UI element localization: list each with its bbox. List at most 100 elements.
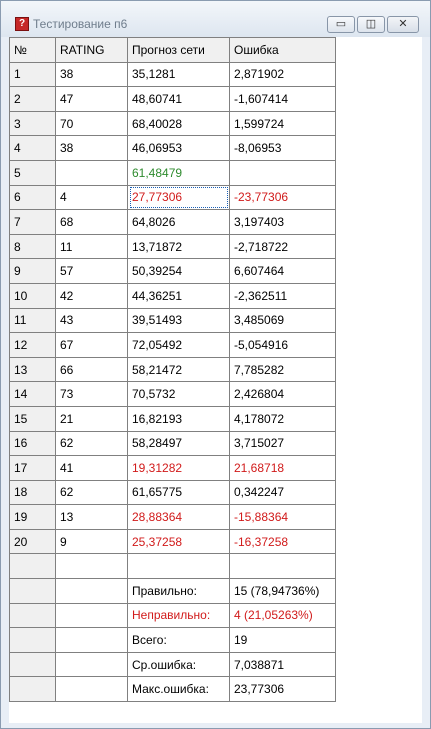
error-cell[interactable]: 2,426804 (229, 381, 336, 407)
table-row[interactable]: 3 70 68,40028 1,599724 (9, 110, 336, 137)
row-number[interactable] (9, 651, 56, 678)
table-row[interactable]: 17 41 19,31282 21,68718 (9, 455, 336, 481)
forecast-cell[interactable]: 68,40028 (127, 110, 230, 137)
error-cell[interactable]: -23,77306 (229, 184, 336, 211)
error-cell[interactable]: -8,06953 (229, 135, 336, 161)
error-cell[interactable] (229, 553, 336, 580)
rating-cell[interactable]: 38 (55, 135, 128, 161)
rating-cell[interactable]: 62 (55, 430, 128, 457)
table-row[interactable]: 19 13 28,88364 -15,88364 (9, 504, 336, 530)
rating-cell[interactable]: 66 (55, 356, 128, 383)
results-grid[interactable]: № RATING Прогноз сети Ошибка 1 38 35,1281 2… (9, 37, 336, 703)
error-cell[interactable]: 3,715027 (229, 430, 336, 457)
row-number[interactable]: 6 (9, 184, 56, 211)
forecast-cell[interactable]: 19,31282 (127, 455, 230, 481)
rating-cell[interactable]: 9 (55, 528, 128, 555)
rating-cell[interactable]: 70 (55, 110, 128, 137)
column-header-forecast[interactable]: Прогноз сети (127, 37, 230, 63)
row-number[interactable]: 9 (9, 258, 56, 284)
forecast-cell[interactable]: 13,71872 (127, 233, 230, 260)
error-cell[interactable]: 3,485069 (229, 307, 336, 334)
rating-cell[interactable]: 67 (55, 332, 128, 358)
row-number[interactable] (9, 602, 56, 629)
row-number[interactable]: 3 (9, 110, 56, 137)
maximize-button[interactable]: ◫ (357, 16, 385, 33)
rating-cell[interactable]: 68 (55, 209, 128, 235)
rating-cell[interactable]: 42 (55, 282, 128, 309)
rating-cell[interactable]: 57 (55, 258, 128, 284)
rating-cell[interactable]: 43 (55, 307, 128, 334)
row-number[interactable]: 13 (9, 356, 56, 383)
row-number[interactable]: 4 (9, 135, 56, 161)
row-number[interactable]: 11 (9, 307, 56, 334)
rating-cell[interactable] (55, 676, 128, 703)
error-cell[interactable]: -16,37258 (229, 528, 336, 555)
row-number[interactable]: 10 (9, 282, 56, 309)
column-header-rating[interactable]: RATING (55, 37, 128, 63)
row-number[interactable]: 18 (9, 479, 56, 506)
summary-row[interactable]: Всего: 19 (9, 627, 336, 653)
table-row[interactable]: 12 67 72,05492 -5,054916 (9, 332, 336, 358)
row-number[interactable] (9, 578, 56, 604)
forecast-cell[interactable]: 70,5732 (127, 381, 230, 407)
table-row[interactable]: 18 62 61,65775 0,342247 (9, 479, 336, 506)
error-cell[interactable]: 3,197403 (229, 209, 336, 235)
row-number[interactable] (9, 553, 56, 580)
summary-row[interactable]: Макс.ошибка: 23,77306 (9, 676, 336, 703)
minimize-button[interactable]: ▭ (327, 16, 355, 33)
row-number[interactable]: 19 (9, 504, 56, 530)
error-cell[interactable]: 4,178072 (229, 405, 336, 432)
table-row[interactable]: 14 73 70,5732 2,426804 (9, 381, 336, 407)
rating-cell[interactable] (55, 553, 128, 580)
rating-cell[interactable]: 73 (55, 381, 128, 407)
forecast-cell[interactable]: 44,36251 (127, 282, 230, 309)
column-header-error[interactable]: Ошибка (229, 37, 336, 63)
table-row[interactable]: 1 38 35,1281 2,871902 (9, 61, 336, 88)
error-cell[interactable] (229, 159, 336, 186)
forecast-cell[interactable]: 50,39254 (127, 258, 230, 284)
forecast-cell[interactable]: 58,28497 (127, 430, 230, 457)
table-row[interactable]: 20 9 25,37258 -16,37258 (9, 528, 336, 555)
error-cell[interactable]: 21,68718 (229, 455, 336, 481)
error-cell[interactable]: 0,342247 (229, 479, 336, 506)
row-number[interactable]: 17 (9, 455, 56, 481)
rating-cell[interactable] (55, 578, 128, 604)
error-cell[interactable]: 2,871902 (229, 61, 336, 88)
row-number[interactable]: 16 (9, 430, 56, 457)
table-row[interactable]: 15 21 16,82193 4,178072 (9, 405, 336, 432)
error-cell[interactable]: -2,718722 (229, 233, 336, 260)
rating-cell[interactable]: 38 (55, 61, 128, 88)
rating-cell[interactable] (55, 627, 128, 653)
close-button[interactable]: ✕ (387, 16, 419, 33)
error-cell[interactable]: 7,785282 (229, 356, 336, 383)
table-row[interactable]: 7 68 64,8026 3,197403 (9, 209, 336, 235)
row-number[interactable]: 14 (9, 381, 56, 407)
rating-cell[interactable]: 4 (55, 184, 128, 211)
table-row[interactable]: 5 61,48479 (9, 159, 336, 186)
error-cell[interactable]: 1,599724 (229, 110, 336, 137)
table-row[interactable]: 2 47 48,60741 -1,607414 (9, 86, 336, 112)
forecast-cell[interactable]: 58,21472 (127, 356, 230, 383)
rating-cell[interactable] (55, 651, 128, 678)
table-row[interactable]: 13 66 58,21472 7,785282 (9, 356, 336, 383)
table-row[interactable]: 8 11 13,71872 -2,718722 (9, 233, 336, 260)
forecast-cell[interactable]: 35,1281 (127, 61, 230, 88)
row-number[interactable]: 7 (9, 209, 56, 235)
forecast-cell[interactable]: 16,82193 (127, 405, 230, 432)
rating-cell[interactable]: 21 (55, 405, 128, 432)
table-row[interactable]: 16 62 58,28497 3,715027 (9, 430, 336, 457)
summary-row[interactable]: Правильно: 15 (78,94736%) (9, 578, 336, 604)
error-cell[interactable]: -1,607414 (229, 86, 336, 112)
forecast-cell[interactable]: 27,77306 (127, 184, 230, 211)
row-number[interactable]: 15 (9, 405, 56, 432)
forecast-cell[interactable]: 39,51493 (127, 307, 230, 334)
error-cell[interactable]: 6,607464 (229, 258, 336, 284)
forecast-cell[interactable]: 61,65775 (127, 479, 230, 506)
table-row[interactable]: 9 57 50,39254 6,607464 (9, 258, 336, 284)
row-number[interactable]: 12 (9, 332, 56, 358)
rating-cell[interactable]: 41 (55, 455, 128, 481)
column-header-number[interactable]: № (9, 37, 56, 63)
rating-cell[interactable]: 47 (55, 86, 128, 112)
row-number[interactable] (9, 627, 56, 653)
error-cell[interactable]: -15,88364 (229, 504, 336, 530)
